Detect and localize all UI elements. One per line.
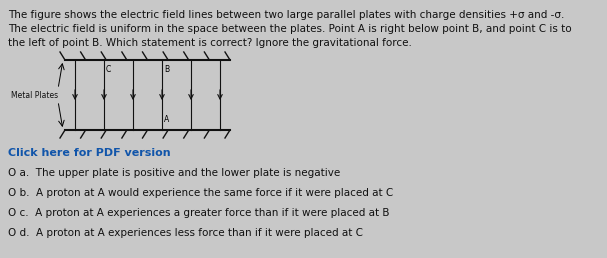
Text: B: B	[164, 66, 169, 75]
Text: C: C	[106, 66, 111, 75]
Text: Click here for PDF version: Click here for PDF version	[8, 148, 171, 158]
Text: A: A	[164, 116, 169, 125]
Text: O a.  The upper plate is positive and the lower plate is negative: O a. The upper plate is positive and the…	[8, 168, 341, 178]
Text: The electric field is uniform in the space between the plates. Point A is right : The electric field is uniform in the spa…	[8, 24, 572, 34]
Text: O c.  A proton at A experiences a greater force than if it were placed at B: O c. A proton at A experiences a greater…	[8, 208, 390, 218]
Text: Metal Plates: Metal Plates	[11, 91, 58, 100]
Text: O d.  A proton at A experiences less force than if it were placed at C: O d. A proton at A experiences less forc…	[8, 228, 363, 238]
Text: the left of point B. Which statement is correct? Ignore the gravitational force.: the left of point B. Which statement is …	[8, 38, 412, 48]
Text: The figure shows the electric field lines between two large parallel plates with: The figure shows the electric field line…	[8, 10, 565, 20]
Text: O b.  A proton at A would experience the same force if it were placed at C: O b. A proton at A would experience the …	[8, 188, 393, 198]
